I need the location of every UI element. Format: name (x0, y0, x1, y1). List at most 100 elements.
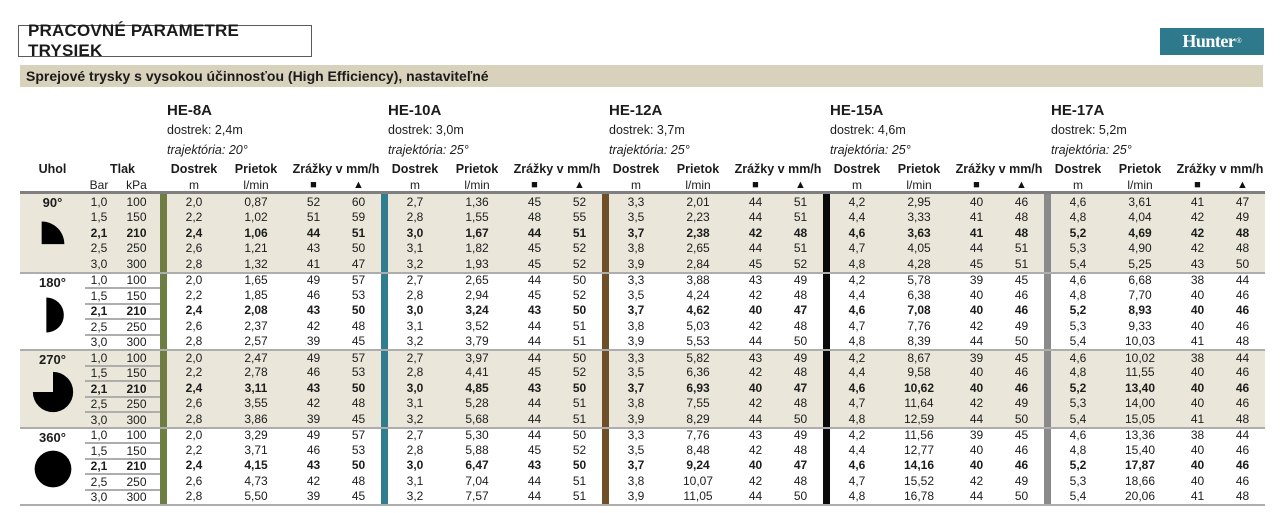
data-cell: 2,8 (167, 256, 221, 272)
data-cell: 2,7 (388, 194, 442, 210)
pressure-kpa-cell: 300 (113, 256, 160, 272)
nozzle-trajectory: trajektória: 25° (388, 143, 469, 157)
separator-spacer (823, 160, 830, 178)
data-cell: 7,76 (907, 318, 931, 333)
data-cell: 10,62 (884, 380, 954, 396)
data-cell: 43 (527, 458, 542, 473)
data-cell: 45 (527, 442, 542, 457)
separator-bar (160, 364, 167, 380)
data-cell: 1,65 (221, 271, 291, 287)
data-cell: 51 (778, 194, 823, 210)
data-cell: 15,40 (1124, 442, 1156, 457)
separator-bar (1044, 426, 1051, 442)
data-cell: 7,08 (907, 303, 931, 318)
data-cell: 3,33 (884, 209, 954, 225)
separator-spacer (160, 160, 167, 178)
separator-bar (823, 380, 830, 396)
data-cell: 4,6 (1051, 271, 1105, 287)
data-cell: 50 (557, 349, 602, 365)
data-cell: 2,6 (185, 473, 203, 488)
data-cell: 44 (969, 334, 984, 349)
data-cell: 3,3 (609, 271, 663, 287)
data-cell: 1,21 (221, 240, 291, 256)
data-cell: 1,02 (221, 209, 291, 225)
nozzle-trajectory: trajektória: 25° (609, 143, 690, 157)
data-cell: 4,8 (1069, 442, 1087, 457)
data-cell: 5,78 (884, 271, 954, 287)
data-cell: 6,36 (663, 364, 733, 380)
data-cell: 49 (1014, 318, 1029, 333)
data-cell: 4,85 (442, 380, 512, 396)
data-cell: 52 (557, 256, 602, 272)
pressure-kpa-cell: 250 (113, 473, 160, 489)
data-cell: 46 (1220, 364, 1265, 380)
data-cell: 8,93 (1128, 303, 1152, 318)
data-cell: 17,87 (1124, 458, 1156, 473)
data-cell: 51 (557, 395, 602, 411)
data-cell: 3,5 (627, 287, 645, 302)
angle-column-header: Uhol (38, 162, 67, 176)
data-cell: 49 (999, 395, 1044, 411)
data-cell: 48 (778, 225, 823, 241)
separator-bar (823, 271, 830, 287)
range-column-header: Dostrek (1054, 162, 1102, 176)
data-cell: 44 (748, 334, 763, 349)
separator-bar (1044, 349, 1051, 365)
separator-bar (823, 240, 830, 256)
pressure-kpa-cell: 210 (113, 302, 160, 318)
data-cell: 50 (351, 303, 366, 318)
pressure-bar-cell: 3,0 (85, 411, 113, 427)
data-cell: 50 (1220, 256, 1265, 272)
data-cell: 3,88 (663, 271, 733, 287)
data-cell: 4,28 (884, 256, 954, 272)
data-cell: 57 (336, 349, 381, 365)
data-cell: 40 (1190, 303, 1205, 318)
data-cell: 4,8 (1069, 287, 1087, 302)
pressure-bar-cell: 1,0 (85, 194, 113, 210)
separator-bar (160, 426, 167, 442)
data-cell: 13,36 (1105, 426, 1175, 442)
data-cell: 2,7 (388, 426, 442, 442)
data-cell: 46 (1235, 473, 1250, 488)
data-cell: 4,4 (848, 442, 866, 457)
data-cell: 2,2 (185, 287, 203, 302)
data-cell: 4,7 (830, 240, 884, 256)
data-cell: 46 (999, 194, 1044, 210)
data-cell: 3,63 (884, 225, 954, 241)
nozzle-name: HE-10A (388, 102, 442, 119)
separator-bar (823, 318, 830, 334)
data-cell: 50 (336, 380, 381, 396)
data-cell: 3,8 (609, 240, 663, 256)
data-cell: 3,7 (609, 225, 663, 241)
separator-spacer (602, 140, 609, 160)
data-cell: 1,93 (442, 256, 512, 272)
separator-bar (602, 395, 609, 411)
data-cell: 13,40 (1105, 380, 1175, 396)
data-cell: 52 (572, 442, 587, 457)
pressure-bar-cell: 3,0 (85, 256, 113, 272)
data-cell: 57 (336, 271, 381, 287)
data-cell: 42 (733, 225, 778, 241)
data-cell: 11,64 (884, 395, 954, 411)
separator-spacer (602, 178, 609, 194)
data-cell: 42 (1175, 209, 1220, 225)
data-cell: 3,1 (406, 318, 424, 333)
pressure-bar-cell: 1,5 (85, 364, 113, 380)
data-cell: 2,23 (663, 209, 733, 225)
pressure-bar-cell: 2,1 (85, 225, 113, 241)
separator-bar (602, 271, 609, 287)
separator-spacer (1044, 120, 1051, 140)
data-cell: 52 (557, 364, 602, 380)
separator-bar (1044, 442, 1051, 458)
data-cell: 3,11 (221, 380, 291, 396)
data-cell: 45 (733, 256, 778, 272)
data-cell: 1,67 (442, 225, 512, 241)
data-cell: 44 (1220, 426, 1265, 442)
data-cell: 52 (557, 194, 602, 210)
data-cell: 46 (1014, 442, 1029, 457)
data-cell: 6,47 (465, 458, 489, 473)
data-cell: 2,4 (167, 225, 221, 241)
data-cell: 40 (1175, 364, 1220, 380)
data-cell: 50 (778, 411, 823, 427)
data-cell: 2,8 (185, 489, 203, 504)
